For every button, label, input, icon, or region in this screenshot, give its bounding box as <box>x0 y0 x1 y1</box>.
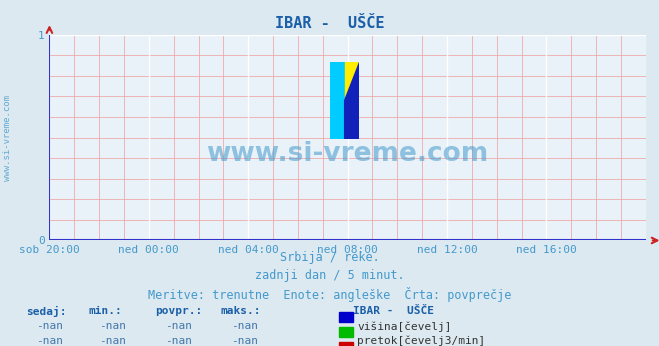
Polygon shape <box>345 62 359 100</box>
Text: Srbija / reke.: Srbija / reke. <box>279 251 380 264</box>
Text: IBAR -  UŠČE: IBAR - UŠČE <box>275 16 384 30</box>
Text: -nan: -nan <box>99 336 126 346</box>
Text: www.si-vreme.com: www.si-vreme.com <box>3 95 13 181</box>
Text: IBAR -  UŠČE: IBAR - UŠČE <box>353 306 434 316</box>
Text: -nan: -nan <box>165 321 192 331</box>
Text: www.si-vreme.com: www.si-vreme.com <box>206 141 489 167</box>
Text: povpr.:: povpr.: <box>155 306 202 316</box>
Text: Meritve: trenutne  Enote: angleške  Črta: povprečje: Meritve: trenutne Enote: angleške Črta: … <box>148 287 511 302</box>
Polygon shape <box>345 62 359 138</box>
Text: višina[čevelj]: višina[čevelj] <box>357 321 451 331</box>
Text: -nan: -nan <box>36 336 63 346</box>
Text: -nan: -nan <box>99 321 126 331</box>
Text: -nan: -nan <box>36 321 63 331</box>
Text: min.:: min.: <box>89 306 123 316</box>
Text: sedaj:: sedaj: <box>26 306 67 317</box>
Text: -nan: -nan <box>231 321 258 331</box>
Text: zadnji dan / 5 minut.: zadnji dan / 5 minut. <box>254 269 405 282</box>
Bar <box>330 62 345 138</box>
Text: -nan: -nan <box>231 336 258 346</box>
Text: -nan: -nan <box>165 336 192 346</box>
Text: maks.:: maks.: <box>221 306 261 316</box>
Text: pretok[čevelj3/min]: pretok[čevelj3/min] <box>357 336 486 346</box>
